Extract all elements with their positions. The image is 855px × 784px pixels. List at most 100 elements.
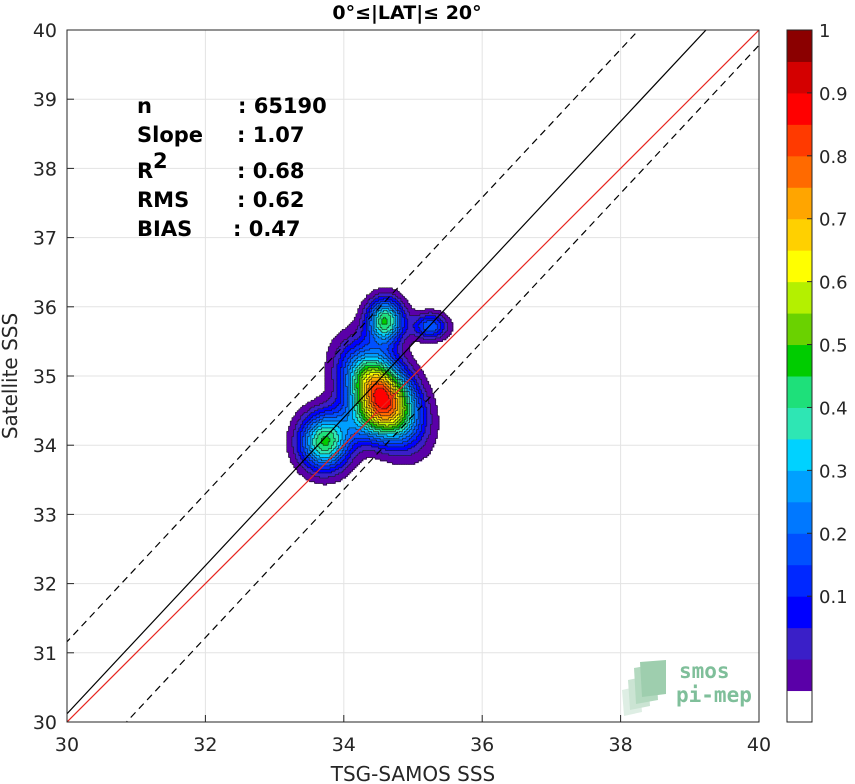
density-cell: [342, 412, 345, 415]
density-cell: [314, 450, 317, 453]
density-cell: [400, 362, 404, 365]
density-cell: [357, 427, 360, 431]
density-cell: [400, 391, 404, 394]
density-cell: [342, 391, 345, 394]
density-cell: [323, 420, 326, 424]
density-cell: [331, 478, 335, 481]
density-cell: [338, 464, 341, 467]
density-cell: [317, 476, 321, 479]
density-cell: [376, 331, 379, 334]
density-cell: [336, 367, 340, 370]
density-cell: [333, 355, 336, 358]
density-cell: [361, 303, 364, 306]
density-cell: [331, 474, 335, 477]
density-cell: [329, 376, 333, 379]
density-cell: [297, 415, 300, 419]
density-cell: [368, 379, 371, 382]
density-cell: [314, 405, 317, 408]
density-cell: [381, 294, 385, 298]
density-cell: [328, 434, 331, 438]
density-cell: [374, 431, 378, 434]
density-cell: [314, 476, 317, 479]
density-cell: [400, 379, 404, 382]
density-cell: [366, 417, 369, 420]
density-cell: [354, 381, 357, 384]
density-cell: [347, 382, 350, 386]
density-cell: [343, 362, 347, 365]
density-cell: [357, 452, 360, 455]
density-cell: [388, 303, 392, 306]
density-cell: [357, 350, 360, 353]
density-cell: [338, 351, 341, 355]
density-cell: [369, 422, 373, 426]
density-cell: [340, 472, 343, 476]
density-cell: [392, 405, 395, 408]
density-cell: [293, 462, 296, 465]
density-cell: [348, 431, 352, 434]
density-cell: [355, 386, 359, 389]
density-cell: [310, 417, 314, 420]
density-cell: [362, 446, 366, 450]
density-cell: [316, 459, 319, 462]
density-cell: [354, 370, 357, 374]
density-cell: [348, 376, 352, 379]
density-cell: [342, 403, 345, 407]
density-cell: [378, 313, 381, 317]
density-cell: [345, 356, 348, 360]
density-cell: [373, 356, 376, 360]
density-cell: [357, 401, 360, 405]
density-cell: [380, 301, 383, 304]
density-cell: [385, 292, 388, 296]
density-cell: [399, 445, 402, 448]
density-cell: [340, 469, 343, 472]
density-cell: [357, 415, 360, 419]
density-cell: [312, 455, 315, 458]
density-cell: [368, 339, 371, 342]
density-cell: [316, 407, 319, 410]
density-cell: [383, 453, 386, 457]
density-cell: [350, 453, 354, 457]
density-cell: [345, 429, 348, 432]
density-cell: [333, 384, 336, 387]
density-cell: [352, 344, 355, 348]
density-cell: [309, 446, 312, 450]
density-cell: [343, 389, 347, 393]
density-cell: [369, 386, 373, 389]
density-cell: [390, 331, 393, 334]
density-cell: [310, 440, 314, 443]
density-cell: [397, 372, 400, 375]
density-cell: [387, 419, 390, 422]
density-cell: [326, 370, 329, 374]
density-cell: [310, 472, 314, 476]
density-cell: [317, 422, 321, 426]
density-cell: [317, 420, 321, 424]
density-cell: [364, 453, 367, 457]
density-cell: [399, 455, 402, 458]
density-cell: [359, 457, 362, 460]
density-cell: [371, 410, 374, 413]
density-cell: [335, 339, 338, 342]
density-cell: [331, 398, 335, 401]
density-cell: [340, 459, 343, 462]
density-cell: [331, 479, 335, 483]
density-cell: [369, 440, 373, 443]
density-cell: [307, 434, 310, 438]
density-cell: [310, 408, 314, 412]
density-cell: [393, 426, 397, 429]
density-cell: [324, 420, 328, 424]
density-cell: [355, 365, 359, 368]
density-cell: [355, 317, 359, 320]
density-cell: [340, 393, 343, 396]
density-cell: [329, 351, 333, 355]
density-cell: [340, 403, 343, 407]
density-cell: [290, 422, 293, 426]
density-cell: [323, 424, 326, 427]
density-cell: [361, 455, 364, 458]
density-cell: [295, 420, 298, 424]
density-cell: [380, 396, 383, 400]
density-cell: [309, 436, 312, 439]
density-cell: [352, 389, 355, 393]
density-cell: [343, 467, 347, 471]
density-cell: [328, 379, 331, 382]
density-cell: [388, 313, 392, 317]
